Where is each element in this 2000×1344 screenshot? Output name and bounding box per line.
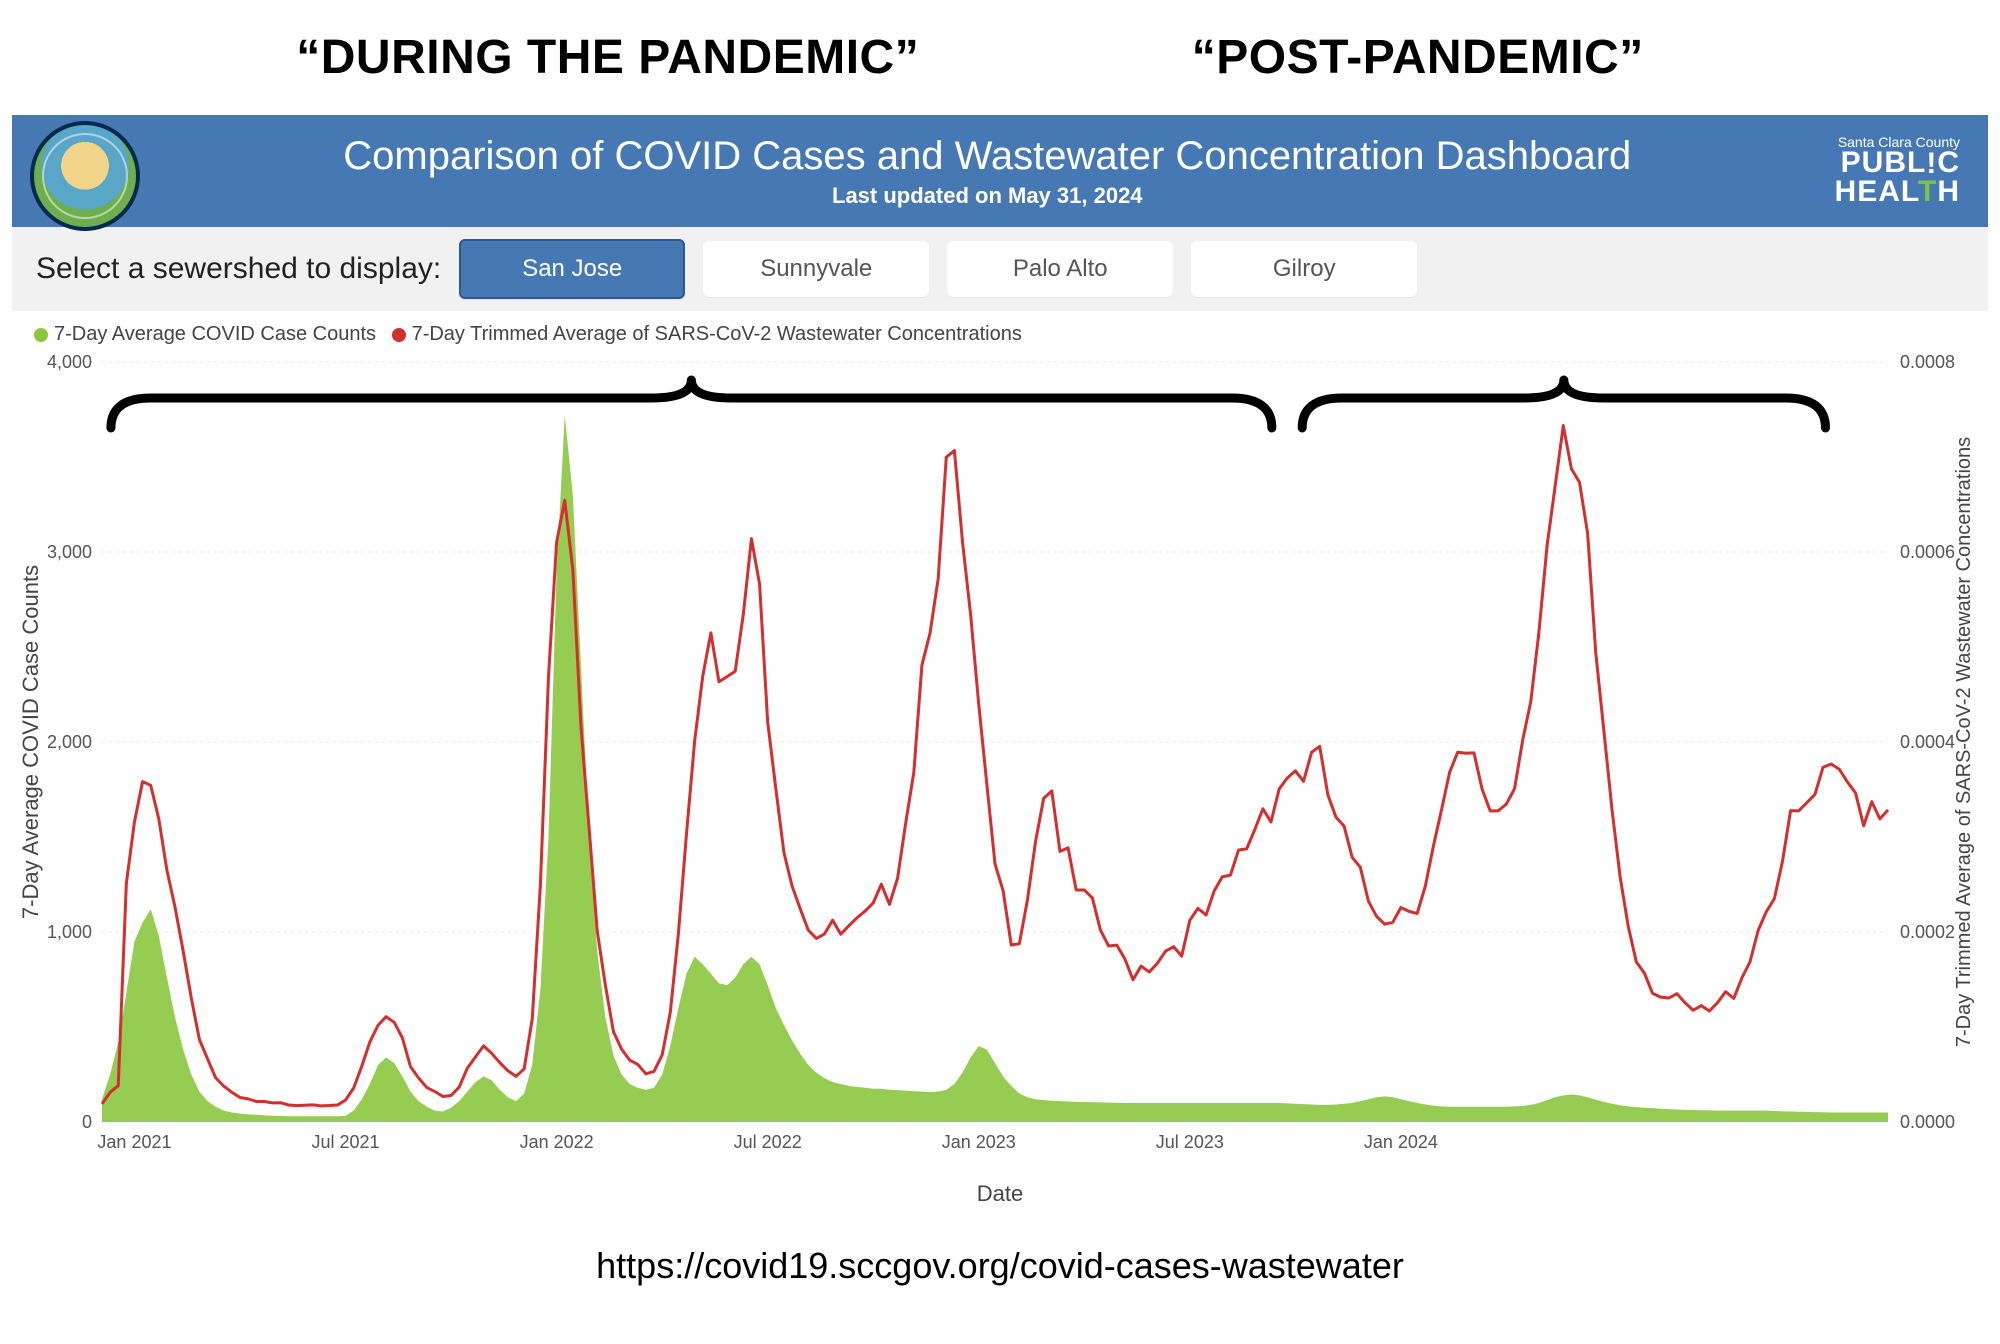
svg-text:Jul 2021: Jul 2021: [312, 1132, 380, 1152]
post-pandemic-label: “POST-PANDEMIC”: [1192, 30, 1644, 85]
svg-text:0.0004: 0.0004: [1900, 732, 1955, 752]
chart-area: 7-Day Average COVID Case Counts 7-Day Tr…: [12, 311, 1988, 1227]
svg-text:7-Day Average COVID Case Count: 7-Day Average COVID Case Counts: [18, 565, 43, 919]
svg-text:0.0002: 0.0002: [1900, 922, 1955, 942]
legend-dot-wastewater: [392, 328, 406, 342]
selector-label: Select a sewershed to display:: [36, 252, 441, 286]
chart-plot: 0 1,000 2,000 3,000 4,000 0.0000 0.0002 0.0004 0…: [12, 352, 1988, 1177]
sewershed-selector: Select a sewershed to display: San Jose …: [12, 227, 1988, 311]
legend-dot-cases: [34, 328, 48, 342]
svg-text:0.0006: 0.0006: [1900, 542, 1955, 562]
svg-text:Jul 2022: Jul 2022: [734, 1132, 802, 1152]
annotation-labels: “DURING THE PANDEMIC” “POST-PANDEMIC”: [0, 0, 2000, 105]
header-title-block: Comparison of COVID Cases and Wastewater…: [140, 134, 1835, 209]
chart-svg: 0 1,000 2,000 3,000 4,000 0.0000 0.0002 0.0004 0…: [12, 352, 1988, 1172]
dashboard-title: Comparison of COVID Cases and Wastewater…: [140, 134, 1835, 179]
legend-label-cases: 7-Day Average COVID Case Counts: [54, 323, 376, 345]
svg-text:4,000: 4,000: [47, 352, 92, 372]
tab-gilroy[interactable]: Gilroy: [1191, 241, 1417, 297]
during-pandemic-label: “DURING THE PANDEMIC”: [296, 30, 919, 85]
dashboard-header: Comparison of COVID Cases and Wastewater…: [12, 115, 1988, 227]
svg-text:2,000: 2,000: [47, 732, 92, 752]
source-url: https://covid19.sccgov.org/covid-cases-w…: [0, 1245, 2000, 1287]
chart-legend: 7-Day Average COVID Case Counts 7-Day Tr…: [12, 317, 1988, 352]
dashboard: Comparison of COVID Cases and Wastewater…: [12, 115, 1988, 1227]
svg-text:Jan 2024: Jan 2024: [1364, 1132, 1438, 1152]
svg-text:1,000: 1,000: [47, 922, 92, 942]
svg-text:Jul 2023: Jul 2023: [1156, 1132, 1224, 1152]
svg-text:Jan 2023: Jan 2023: [942, 1132, 1016, 1152]
tab-san-jose[interactable]: San Jose: [459, 239, 685, 299]
tab-palo-alto[interactable]: Palo Alto: [947, 241, 1173, 297]
svg-text:3,000: 3,000: [47, 542, 92, 562]
public-health-logo: Santa Clara County PUBL!C HEALTH: [1835, 136, 1960, 206]
svg-text:0: 0: [82, 1112, 92, 1132]
x-axis-title: Date: [12, 1181, 1988, 1207]
legend-label-wastewater: 7-Day Trimmed Average of SARS-CoV-2 Wast…: [412, 323, 1022, 345]
svg-text:0.0000: 0.0000: [1900, 1112, 1955, 1132]
svg-text:Jan 2022: Jan 2022: [520, 1132, 594, 1152]
svg-text:Jan 2021: Jan 2021: [97, 1132, 171, 1152]
dashboard-subtitle: Last updated on May 31, 2024: [140, 183, 1835, 209]
county-seal-icon: [30, 121, 140, 231]
tab-sunnyvale[interactable]: Sunnyvale: [703, 241, 929, 297]
svg-text:0.0008: 0.0008: [1900, 352, 1955, 372]
svg-text:7-Day Trimmed Average of SARS-: 7-Day Trimmed Average of SARS-CoV-2 Wast…: [1953, 437, 1975, 1047]
